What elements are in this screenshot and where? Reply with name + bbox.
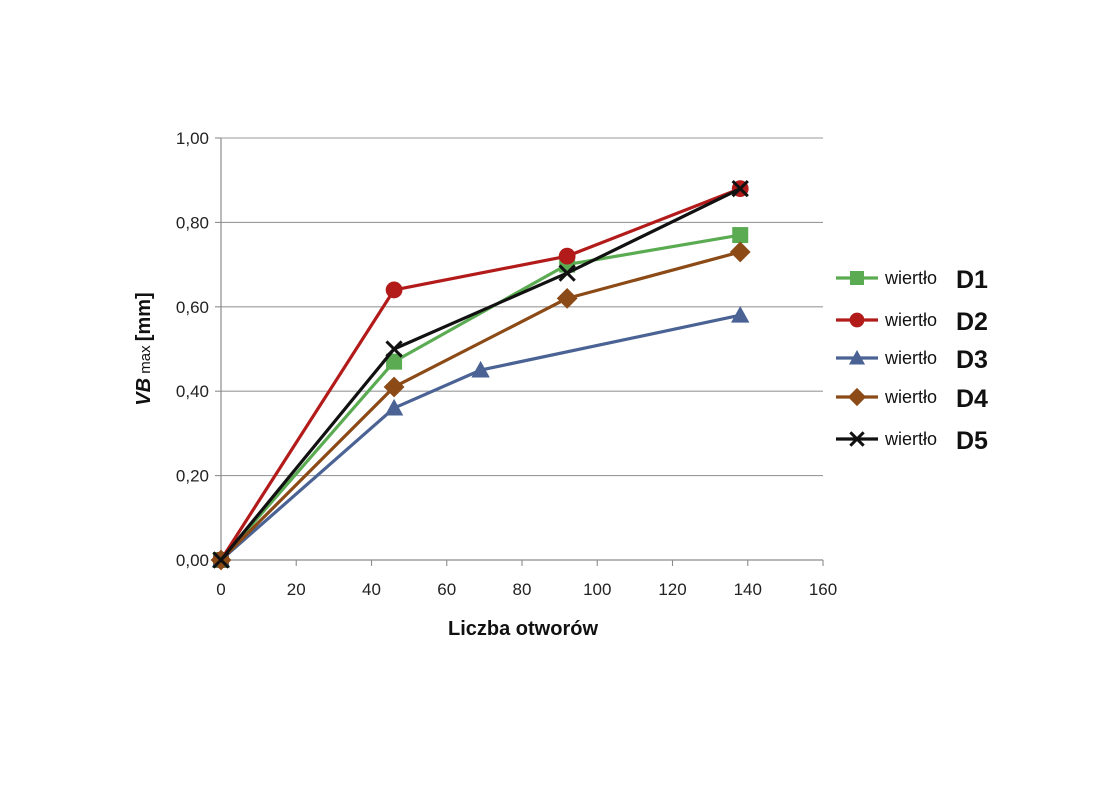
y-axis-title-main: VB: [133, 378, 155, 406]
x-tick-label: 100: [583, 580, 611, 599]
series-line-d5: [219, 187, 742, 562]
y-axis-title: VB max [mm]: [133, 292, 155, 405]
data-point-d3: [471, 360, 490, 378]
legend-label-d3: wiertło: [884, 348, 937, 368]
tick-layer: 0,00 0,20 0,40 0,60 0,80 1,00 0 20 40 60 80 100 120 1…: [176, 129, 837, 599]
data-point-d4: [729, 241, 751, 263]
data-point-d3: [384, 398, 404, 416]
legend-item-d1: wiertło D1: [836, 266, 988, 294]
data-point-d5: [212, 551, 230, 569]
data-point-d5-stroke: [385, 340, 403, 358]
data-point-d4: [556, 287, 578, 309]
legend-item-d5: wiertło D5: [836, 427, 988, 455]
series-d4: [210, 241, 751, 571]
x-tick-label: 140: [734, 580, 762, 599]
legend-code-d2: D2: [956, 308, 988, 336]
x-tick-label: 40: [362, 580, 381, 599]
axes-layer: [220, 138, 823, 561]
x-tick-label: 160: [809, 580, 837, 599]
data-point-d1: [732, 227, 749, 244]
legend-marker-d3: [848, 349, 866, 365]
series-d3: [211, 306, 750, 568]
series-d5: [212, 179, 749, 569]
series-line-d3: [219, 313, 742, 562]
y-tick-label: 0,00: [176, 551, 209, 570]
legend-marker-d1: [850, 271, 864, 285]
y-tick-label: 0,40: [176, 382, 209, 401]
legend-code-d1: D1: [956, 266, 988, 294]
legend-item-d4: wiertło D4: [836, 385, 988, 413]
legend-marker-d5-stroke: [849, 431, 865, 447]
series-layer: [210, 179, 751, 571]
legend-label-d5: wiertło: [884, 429, 937, 449]
y-axis-title-sub: max: [137, 341, 154, 378]
data-point-d5-stroke: [212, 551, 230, 569]
y-axis-title-unit: [mm]: [133, 292, 155, 341]
legend-item-d2: wiertło D2: [836, 308, 988, 336]
series-d1: [213, 227, 749, 568]
y-tick-label: 0,80: [176, 213, 209, 232]
data-point-d2: [385, 281, 403, 299]
y-tick-label: 0,60: [176, 298, 209, 317]
x-tick-label: 60: [437, 580, 456, 599]
legend-code-d4: D4: [956, 385, 988, 413]
legend-marker-d5: [849, 431, 865, 447]
series-line-d2: [219, 187, 742, 562]
legend-code-d5: D5: [956, 427, 988, 455]
legend-label-d2: wiertło: [884, 310, 937, 330]
data-point-d5-stroke: [731, 179, 749, 198]
data-point-d5: [558, 264, 576, 282]
legend-code-d3: D3: [956, 346, 988, 374]
y-tick-label: 0,20: [176, 467, 209, 486]
legend-label-d4: wiertło: [884, 387, 937, 407]
x-tick-label: 0: [216, 580, 225, 599]
x-axis-title: Liczba otworów: [448, 618, 598, 640]
x-tick-label: 80: [513, 580, 532, 599]
legend-item-d3: wiertło D3: [836, 346, 988, 374]
data-point-d1: [386, 353, 403, 370]
data-point-d4: [383, 376, 405, 398]
data-point-d2: [558, 247, 576, 265]
series-line-d1: [219, 233, 742, 562]
data-point-d5-stroke: [558, 264, 576, 282]
x-tick-label: 120: [658, 580, 686, 599]
x-tick-label: 20: [287, 580, 306, 599]
legend-marker-d4: [847, 387, 867, 407]
data-point-d5: [385, 340, 403, 358]
legend-label-d1: wiertło: [884, 268, 937, 288]
grid-layer: [221, 137, 823, 561]
series-line-d4: [219, 250, 742, 562]
data-point-d3: [731, 306, 750, 323]
legend-marker-d2: [849, 312, 865, 328]
data-point-d5: [731, 179, 749, 198]
y-tick-label: 1,00: [176, 129, 209, 148]
